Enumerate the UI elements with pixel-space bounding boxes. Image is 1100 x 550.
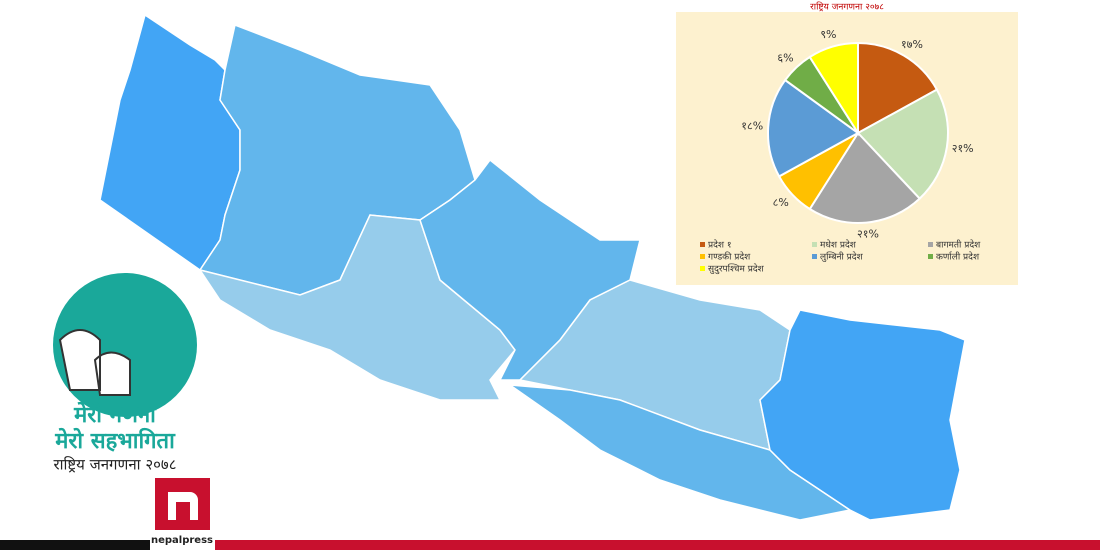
slice-label: ६%: [777, 52, 793, 65]
slice-label: ९%: [820, 28, 836, 41]
legend-label: मधेश प्रदेश: [820, 239, 857, 251]
brand-name: nepalpress: [151, 535, 213, 546]
legend-swatch: [812, 254, 817, 259]
nepal-map: [99, 13, 966, 521]
legend-label: बागमती प्रदेश: [936, 239, 981, 251]
legend-label: कर्णाली प्रदेश: [936, 251, 980, 263]
census-logo: मेरो गणना मेरो सहभागिता राष्ट्रिय जनगणना…: [53, 273, 197, 474]
chart-title: राष्ट्रिय जनगणना २०७८: [810, 1, 884, 13]
slice-label: २१%: [952, 142, 974, 155]
pie-slice: [856, 88, 949, 201]
legend-label: प्रदेश १: [708, 239, 732, 251]
slice-label: २१%: [857, 228, 879, 241]
brand-n: [168, 492, 198, 520]
footer-bar-black: [0, 540, 150, 550]
pie-slice: [857, 41, 939, 135]
legend-swatch: [928, 254, 933, 259]
legend-swatch: [700, 242, 705, 247]
legend: प्रदेश १ मधेश प्रदेश बागमती प्रदेश गण्डकी प…: [700, 239, 981, 275]
logo-line1: मेरो गणना: [73, 401, 157, 428]
legend-label: गण्डकी प्रदेश: [708, 251, 751, 263]
province-sudurpaschim: [99, 13, 241, 272]
slice-label: १७%: [901, 38, 923, 51]
footer-bar-red: [215, 540, 1100, 550]
pie-slice: [808, 41, 859, 137]
logo-line2: मेरो सहभागिता: [54, 427, 176, 454]
brand-icon: [155, 478, 210, 530]
legend-swatch: [700, 266, 705, 271]
pie-slice: [767, 78, 860, 178]
legend-label: लुम्बिनी प्रदेश: [820, 251, 864, 263]
logo-line3: राष्ट्रिय जनगणना २०७८: [53, 456, 176, 474]
legend-label: सुदुरपश्चिम प्रदेश: [708, 263, 765, 275]
logo-figures: [58, 329, 131, 396]
pie-slice: [808, 131, 922, 224]
pie-chart: १७% २१% २१% ८% १८% ६% ९%: [741, 28, 973, 240]
legend-swatch: [928, 242, 933, 247]
slice-label: १८%: [741, 120, 763, 133]
slice-label: ८%: [773, 196, 789, 209]
province-koshi: [759, 309, 966, 521]
legend-swatch: [700, 254, 705, 259]
legend-swatch: [812, 242, 817, 247]
